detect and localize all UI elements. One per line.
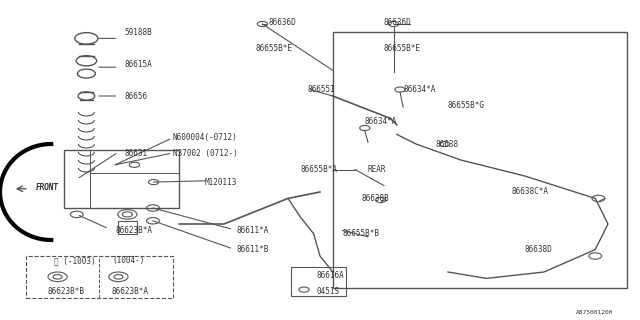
Text: 86638B: 86638B	[362, 194, 389, 203]
Text: 86636D: 86636D	[269, 18, 296, 27]
Text: ※ (-1003): ※ (-1003)	[54, 256, 96, 265]
Text: 86634*A: 86634*A	[403, 85, 436, 94]
Text: 86611*B: 86611*B	[237, 245, 269, 254]
Text: M120113: M120113	[205, 178, 237, 187]
Text: REAR: REAR	[368, 165, 387, 174]
Bar	[26, 256, 173, 298]
Text: N37002 (0712-): N37002 (0712-)	[173, 149, 237, 158]
Text: 86638C*A: 86638C*A	[512, 188, 549, 196]
Text: FRONT: FRONT	[35, 183, 58, 192]
Text: 86655B*A: 86655B*A	[301, 165, 338, 174]
Text: 86631: 86631	[125, 149, 148, 158]
Text: 86655B*B: 86655B*B	[342, 229, 380, 238]
Text: 0451S: 0451S	[317, 287, 340, 296]
Text: 86634*A: 86634*A	[365, 117, 397, 126]
Text: 86636D: 86636D	[384, 18, 412, 27]
Text: 86655B*E: 86655B*E	[384, 44, 421, 52]
Text: 86655B*E: 86655B*E	[256, 44, 293, 52]
Text: 86655B*G: 86655B*G	[448, 101, 485, 110]
Bar	[118, 221, 137, 234]
Bar	[333, 32, 627, 288]
Text: 86655I: 86655I	[307, 85, 335, 94]
Text: A875001200: A875001200	[576, 309, 614, 315]
Bar	[291, 267, 346, 296]
Text: (1004-): (1004-)	[112, 256, 145, 265]
Text: 86656: 86656	[125, 92, 148, 100]
Text: 86616A: 86616A	[317, 271, 344, 280]
Text: 86615A: 86615A	[125, 60, 152, 68]
Text: 86623B*A: 86623B*A	[115, 226, 152, 235]
Text: 86611*A: 86611*A	[237, 226, 269, 235]
Text: 86638D: 86638D	[525, 245, 552, 254]
Bar	[64, 150, 179, 208]
Text: 86623B*B: 86623B*B	[48, 287, 85, 296]
Text: 59188B: 59188B	[125, 28, 152, 36]
Text: N600004(-0712): N600004(-0712)	[173, 133, 237, 142]
Text: 86638: 86638	[435, 140, 458, 148]
Text: 86623B*A: 86623B*A	[112, 287, 149, 296]
Text: FRONT: FRONT	[35, 183, 58, 192]
